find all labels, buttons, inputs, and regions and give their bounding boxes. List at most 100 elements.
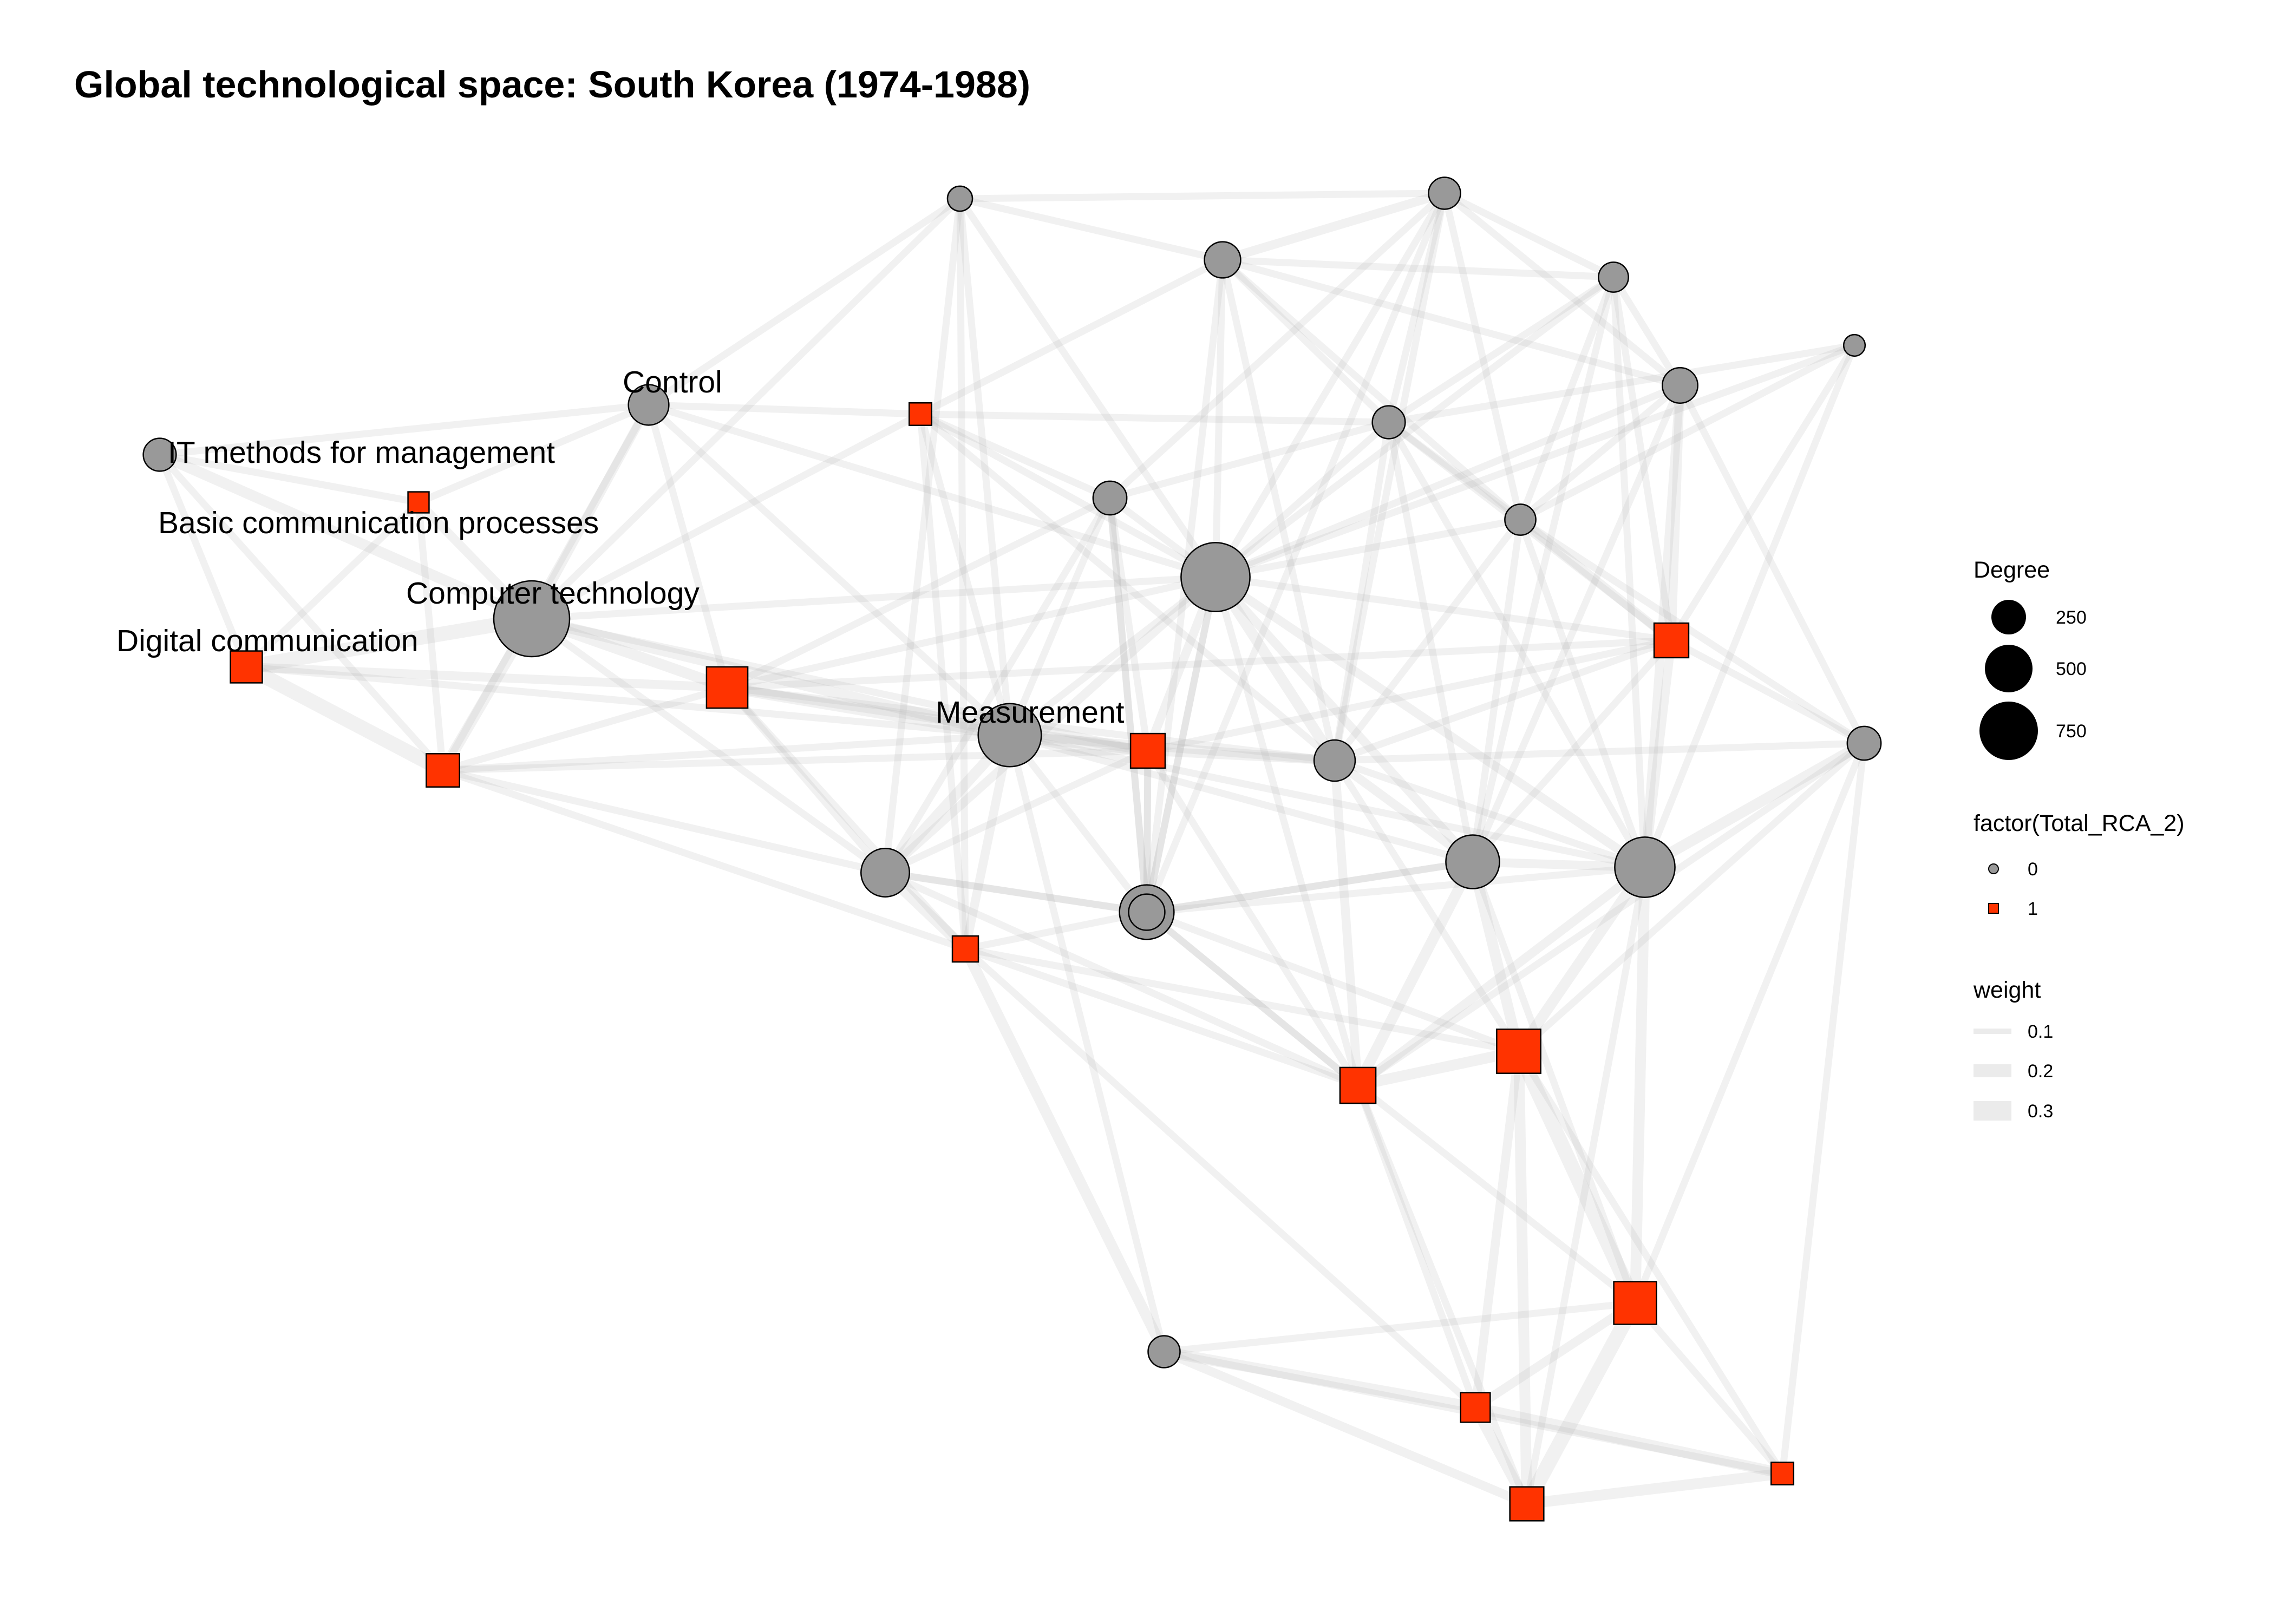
edge-n_gray_bottom1-n_red_bottom3 [1159,1347,1532,1509]
edge-it_methods-computer_tech [154,449,537,624]
node-label-control: Control [623,365,722,400]
edge-hub-n_gray_lower2 [1211,572,1478,867]
edge-measurement-n_red_small_top [917,410,1014,739]
node-n_red_right1 [1653,622,1690,659]
edge-n_gray_lower2-n_gray_lower4 [1143,858,1476,916]
edge-n_top2-n_mid2 [1219,256,1393,426]
node-n_mid2 [1371,405,1406,440]
edge-n_mid1-n_gray_lower1 [1106,494,1151,916]
edge-n_top1-hub [956,195,1219,581]
edge-n_gray_lower3-n_red_lower3 [1513,862,1650,1057]
edge-control-basic_comm [415,401,652,506]
edge-computer_tech-n_red_center2 [528,615,1152,755]
edge-n_top2-n_mid4 [1219,256,1524,523]
edge-n_red_lower1-n_gray_bottom1 [960,944,1169,1357]
edge-n_gray_right-n_red_bottom4 [1779,739,1868,1477]
legend-rca-marker-0 [1988,863,1999,874]
edge-n_right_gray1-n_gray_lower3 [1331,757,1649,871]
edge-n_red_bottom1-n_gray_bottom1 [1160,1299,1639,1355]
edge-measurement-n_gray_bottom1 [1006,731,1168,1355]
node-control [628,384,670,426]
legend-weight: weight 0.1 0.2 0.3 [1973,977,2053,1122]
edge-n_top2-n_top3 [1218,188,1449,265]
edge-n_gray_lower4-n_red_lower3 [1143,908,1522,1055]
edge-n_red_center1-measurement [722,682,1015,741]
legend-rca-marker-1 [1988,903,1999,914]
edge-n_red_right1-n_gray_lower2 [1469,637,1675,866]
edge-n_mid4-n_gray_right [1517,516,1868,747]
edge-measurement-n_mid1 [1006,494,1114,739]
edge-n_top3-n_top4 [1441,189,1617,281]
edge-measurement-n_right_gray1 [1005,730,1339,765]
legend-rca-label-1: 1 [2028,899,2038,919]
edge-control-hub [645,401,1219,581]
edge-n_top3-n_mid1 [1106,189,1448,502]
edge-n_gray_right-n_red_bottom1 [1631,739,1868,1307]
edge-n_red_lower3-n_red_bottom2 [1471,1046,1524,1412]
node-label-computer-technology: Computer technology [406,576,700,611]
edge-n_top2-n_right_gray1 [1219,256,1338,764]
node-n_red_bottom1 [1613,1281,1657,1325]
edge-n_red_lower1-n_red_lower2 [962,945,1362,1089]
node-n_top2 [1204,241,1241,279]
node-label-digital-communication: Digital communication [116,624,419,658]
edge-n_red_center2-n_red_lower2 [1144,747,1362,1089]
node-n_gray_lower3 [1614,836,1676,898]
legend-weight-label-3: 0.3 [2028,1101,2053,1122]
node-n_top4 [1598,261,1629,293]
edge-n_top1-n_top3 [956,189,1448,202]
edge-n_gray_right-n_right_gray1 [1331,739,1868,764]
node-n_top3 [1428,176,1461,210]
edge-n_top4-n_gray_lower3 [1610,273,1649,871]
edge-n_top3-n_right_gray1 [1331,189,1448,764]
node-n_top1 [946,185,973,212]
legend-degree-label-1: 250 [2056,607,2087,628]
node-n_red_bottom4 [1770,1461,1795,1486]
edge-n_top3-hub [1212,189,1448,581]
edge-n_red_left1-measurement [439,731,1014,774]
edge-n_red_right1-n_gray_right [1668,637,1868,747]
edge-n_gray_lower3-n_gray_lower4 [1143,863,1649,916]
edge-n_top2-n_top4 [1219,256,1617,281]
edge-n_mid2-n_right_gray1 [1331,418,1393,764]
node-it_methods [142,437,177,472]
legend-degree-label-3: 750 [2056,721,2087,742]
edge-n_red_small_top-n_red_lower1 [917,410,969,953]
edge-n_mid1-n_red_center2 [1106,494,1152,755]
edge-n_top2-hub [1212,256,1226,581]
edge-n_top2-n_mid3 [1219,256,1684,389]
legend-degree-label-2: 500 [2056,659,2087,679]
edge-n_far_right_small-hub [1212,342,1858,581]
edge-hub-n_red_lower2 [1212,573,1362,1089]
edge-n_red_lower1-n_red_lower3 [962,945,1522,1055]
edge-basic_comm-digital_comm [243,499,422,671]
node-n_red_center1 [705,666,749,709]
node-n_red_center2 [1129,732,1166,769]
edge-n_right_gray1-n_red_lower3 [1331,757,1522,1055]
edge-n_far_right_small-n_red_right1 [1668,342,1858,644]
edge-n_mid4-hub [1212,516,1524,581]
edge-n_far_right_small-n_mid4 [1517,342,1858,523]
edge-it_methods-digital_comm [156,451,250,671]
edge-n_red_lower2-n_red_bottom2 [1354,1082,1479,1411]
edge-n_mid4-n_gray_lower2 [1469,516,1524,866]
edge-n_mid2-n_mid4 [1385,418,1524,523]
edge-n_far_right_small-n_mid2 [1385,342,1858,426]
edge-n_top3-n_mid4 [1441,189,1524,523]
edge-n_mid4-n_red_right1 [1515,515,1676,645]
edge-n_top3-n_mid2 [1385,189,1448,426]
edge-n_top4-n_gray_lower2 [1469,273,1617,866]
edge-measurement-n_gray_lower2 [1006,731,1476,866]
edge-hub-n_gray_lower4 [1143,573,1219,916]
edge-n_mid2-n_gray_lower3 [1385,418,1649,871]
edge-control-n_top1 [645,195,964,409]
edge-n_far_right_small-n_gray_lower3 [1641,342,1858,871]
edge-hub-n_gray_lower3 [1211,572,1650,872]
edge-n_red_small_top-n_top2 [917,256,1226,418]
edge-computer_tech-n_red_small_top [528,410,924,623]
legend-degree-marker-3 [1979,702,2038,760]
edge-basic_comm-n_red_left1 [415,499,447,774]
edge-n_gray_lower4-n_red_lower1 [962,908,1151,953]
edge-n_mid4-n_gray_lower3 [1517,516,1649,871]
edge-n_red_lower2-n_red_bottom3 [1354,1082,1531,1508]
